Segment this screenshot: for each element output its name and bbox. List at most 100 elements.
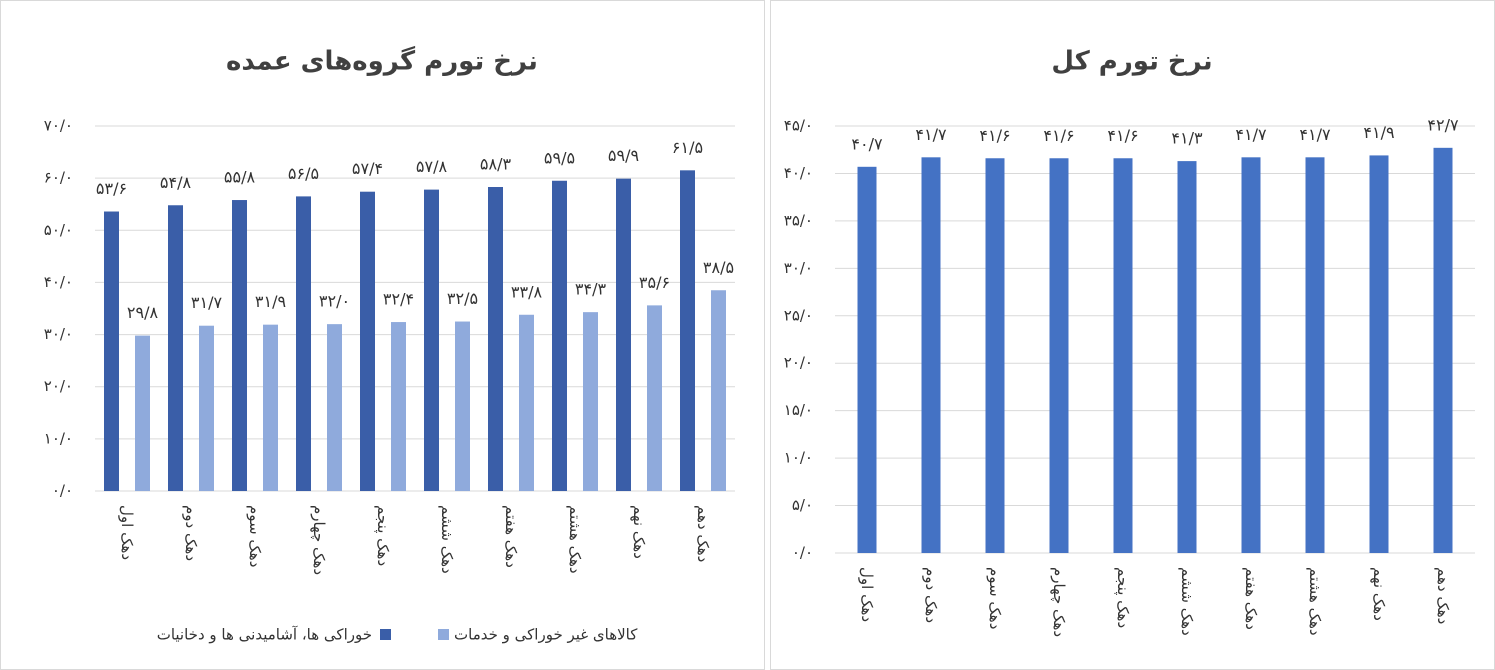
x-tick-label: دهک چهارم [310,505,328,575]
x-tick-label: دهک ششم [438,505,456,574]
legend-label: خوراکی ها، آشامیدنی ها و دخانیات [157,626,372,644]
bar [360,191,375,491]
bar [1113,158,1133,554]
bar [711,290,726,491]
data-label: ۴۱/۶ [1043,126,1074,145]
y-tick-label: ۲۰/۰ [784,354,813,372]
data-label: ۳۲/۴ [383,290,414,309]
y-tick-label: ۳۰/۰ [784,259,813,277]
y-tick-label: ۰/۰ [52,482,73,500]
data-label: ۴۱/۷ [915,125,947,144]
x-tick-label: دهک اول [118,505,136,560]
y-tick-label: ۰/۰ [792,544,813,562]
bar [391,322,406,491]
x-tick-label: دهک سوم [986,567,1004,629]
data-label: ۵۵/۸ [224,168,256,187]
bar [296,196,311,491]
bar [424,189,439,491]
y-tick-label: ۱۰/۰ [784,449,813,467]
y-tick-label: ۳۵/۰ [784,211,813,229]
bar [1433,147,1453,553]
bar [1177,161,1197,553]
bar [921,157,941,553]
x-tick-label: دهک چهارم [1050,567,1068,637]
legend-swatch [438,629,449,640]
bar [857,166,877,553]
x-tick-label: دهک اول [858,567,876,622]
y-tick-label: ۴۰/۰ [784,164,813,182]
data-label: ۳۸/۵ [703,258,734,277]
bar [680,170,695,492]
y-tick-label: ۱۵/۰ [784,401,813,419]
y-tick-label: ۱۰/۰ [44,429,73,447]
x-tick-label: دهک پنجم [373,505,392,566]
data-label: ۵۷/۸ [416,157,448,176]
x-tick-label: دهک نهم [1370,567,1388,621]
bar [168,205,183,491]
bar [488,187,503,491]
y-tick-label: ۶۰/۰ [44,169,73,187]
data-label: ۴۲/۷ [1427,115,1459,134]
data-label: ۴۱/۶ [979,126,1010,145]
bar [199,325,214,491]
y-tick-label: ۴۵/۰ [784,117,813,135]
data-label: ۳۲/۵ [447,289,478,308]
data-label: ۵۹/۹ [608,146,639,165]
data-label: ۳۲/۰ [319,292,350,311]
bar [1049,158,1069,554]
y-tick-label: ۲۵/۰ [784,306,813,324]
bar [647,305,662,491]
data-label: ۳۱/۹ [255,292,286,311]
data-label: ۴۰/۷ [851,134,883,153]
data-label: ۵۹/۵ [544,148,575,167]
chart-title: نرخ تورم کل [1051,47,1212,77]
bar [135,335,150,491]
y-tick-label: ۷۰/۰ [44,117,73,135]
y-tick-label: ۵۰/۰ [44,221,73,239]
bar [583,312,598,491]
x-tick-label: دهک هفتم [1242,567,1260,630]
x-tick-label: دهک هشتم [1306,567,1324,636]
x-tick-label: دهک پنجم [1113,567,1132,628]
y-tick-label: ۲۰/۰ [44,377,73,395]
x-tick-label: دهک هفتم [502,505,520,568]
data-label: ۴۱/۷ [1235,125,1267,144]
bar [1241,157,1261,553]
bar [263,324,278,491]
bar [1369,155,1389,553]
x-tick-label: دهک نهم [630,505,648,559]
data-label: ۲۹/۸ [127,303,159,322]
data-label: ۵۴/۸ [160,173,192,192]
bar [232,200,247,492]
data-label: ۵۶/۵ [288,164,319,183]
bar [455,321,470,491]
x-tick-label: دهک هشتم [566,505,584,574]
bar [327,324,342,491]
bar [616,178,631,491]
bar [985,158,1005,554]
x-tick-label: دهک دهم [1434,567,1452,624]
x-tick-label: دهک سوم [246,505,264,567]
legend-label: کالاهای غیر خوراکی و خدمات [454,626,638,644]
data-label: ۴۱/۷ [1299,125,1331,144]
y-tick-label: ۳۰/۰ [44,325,73,343]
bar [519,314,534,491]
y-tick-label: ۴۰/۰ [44,273,73,291]
data-label: ۳۱/۷ [191,293,223,312]
bar [1305,157,1325,553]
data-label: ۴۱/۹ [1363,123,1394,142]
chart-title: نرخ تورم گروه‌های عمده [226,46,538,77]
y-tick-label: ۵/۰ [792,496,813,514]
data-label: ۶۱/۵ [672,138,703,157]
bar [552,180,567,491]
legend-swatch [380,629,391,640]
data-label: ۴۱/۶ [1107,126,1138,145]
data-label: ۳۴/۳ [575,280,607,299]
data-label: ۵۷/۴ [352,159,383,178]
data-label: ۳۵/۶ [639,273,670,292]
data-label: ۴۱/۳ [1171,129,1203,148]
x-tick-label: دهک ششم [1178,567,1196,636]
data-label: ۵۳/۶ [96,179,127,198]
x-tick-label: دهک دهم [694,505,712,562]
